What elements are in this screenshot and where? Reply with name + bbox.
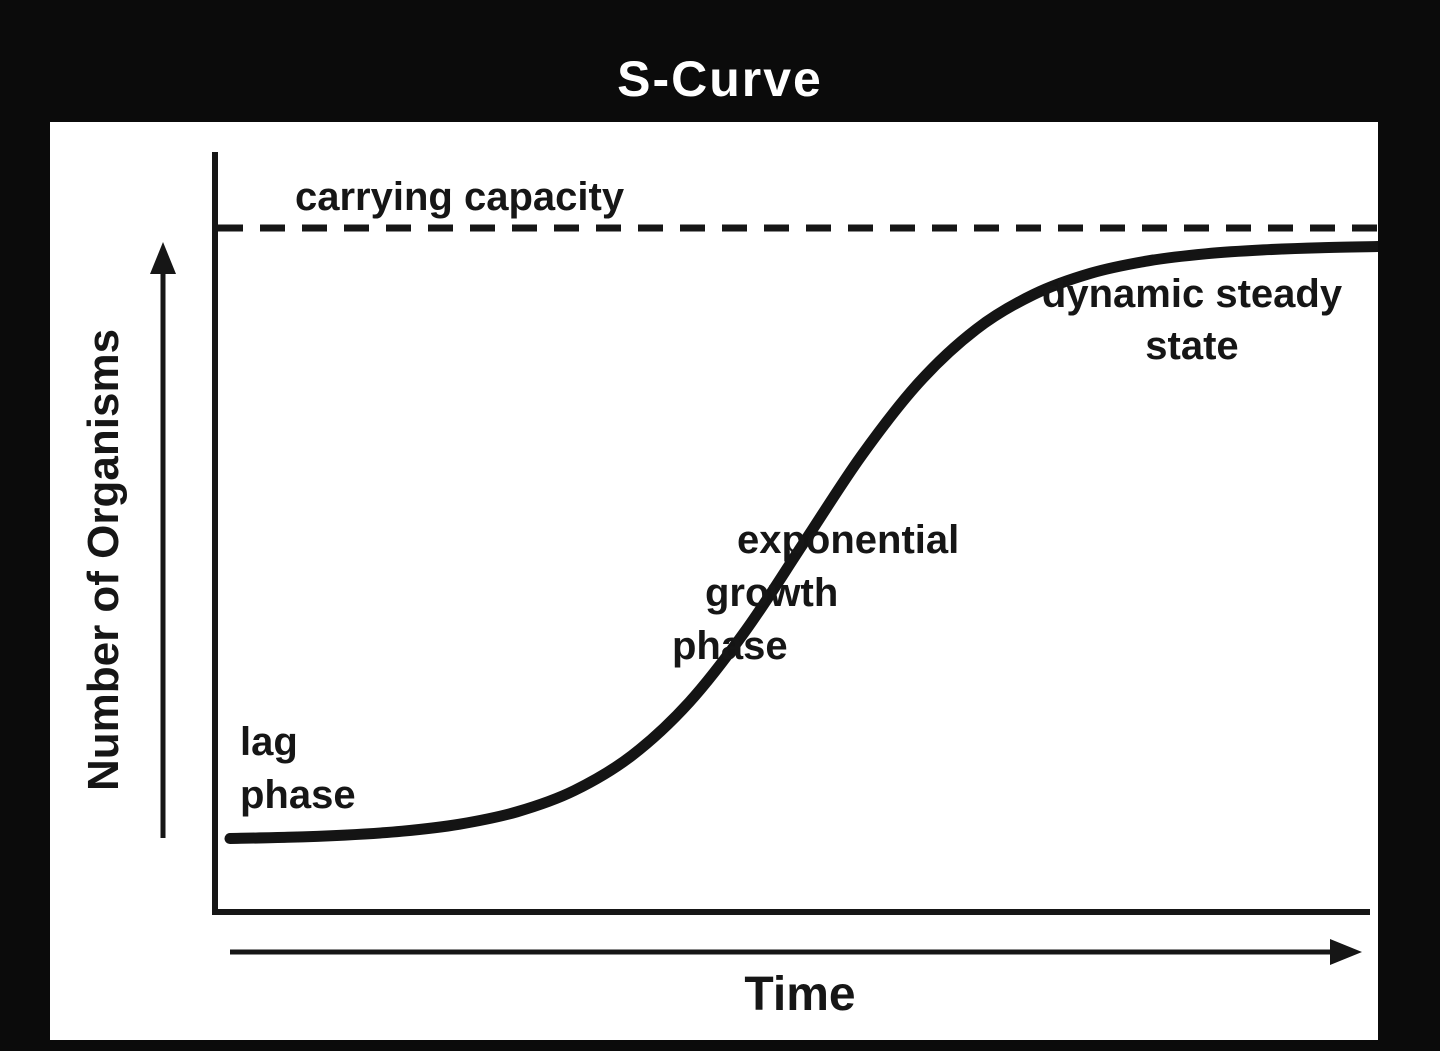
lag-phase-label-line2: phase <box>240 773 356 817</box>
steady-state-label-line1: dynamic steady <box>1042 272 1343 316</box>
exponential-phase-label-line2: growth <box>705 571 838 615</box>
s-curve-path <box>224 241 1384 844</box>
carrying-capacity-label: carrying capacity <box>295 175 625 219</box>
chart-title: S-Curve <box>617 51 823 107</box>
exponential-phase-label-line3: phase <box>672 624 788 668</box>
exponential-phase-label-line1: exponential <box>737 518 959 562</box>
steady-state-label-line2: state <box>1145 324 1238 368</box>
s-curve-chart: carrying capacity lag phase exponential … <box>79 152 1384 1021</box>
time-axis-label: Time <box>744 968 855 1021</box>
lag-phase-label-line1: lag <box>240 720 298 764</box>
plot-panel: carrying capacity lag phase exponential … <box>50 122 1384 1040</box>
organisms-axis-label: Number of Organisms <box>79 329 128 791</box>
title-bar: S-Curve <box>0 0 1440 122</box>
